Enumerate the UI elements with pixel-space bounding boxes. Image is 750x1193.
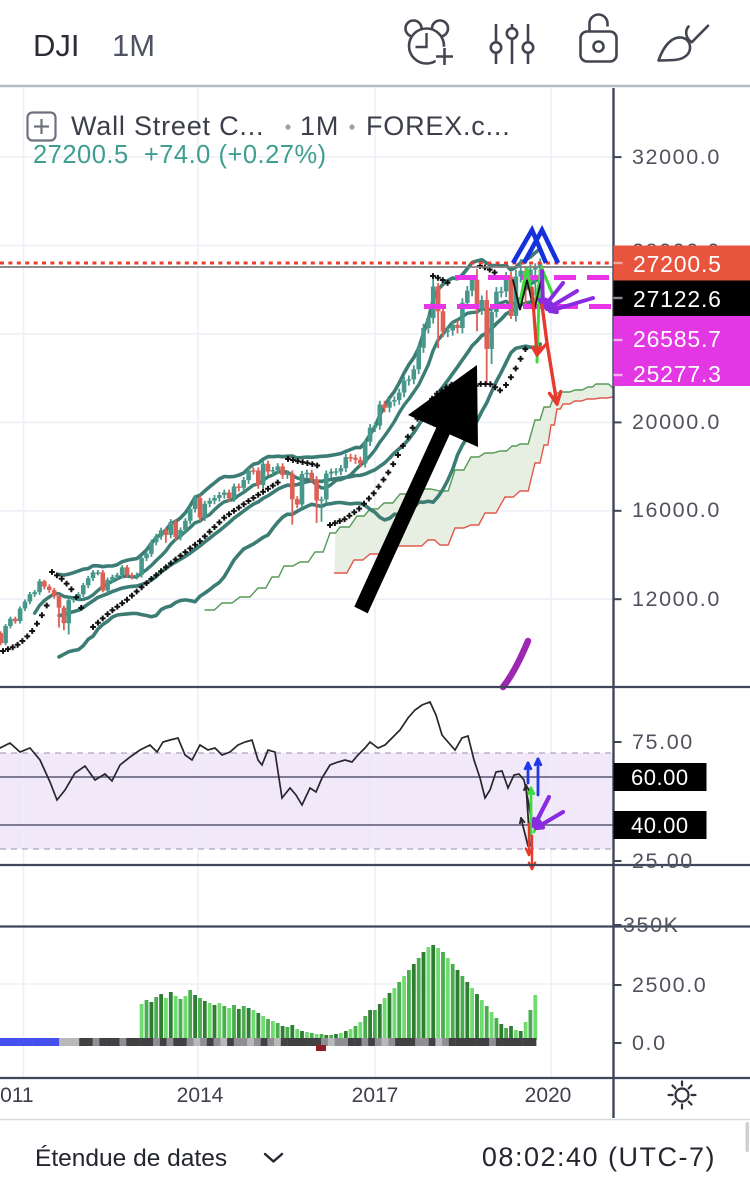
svg-text:40.00: 40.00 (631, 813, 689, 838)
svg-text:12000.0: 12000.0 (632, 587, 721, 611)
svg-text:25277.3: 25277.3 (633, 361, 722, 387)
svg-text:27200.5 +74.0 (+0.27%): 27200.5 +74.0 (+0.27%) (33, 141, 327, 169)
svg-text:26585.7: 26585.7 (633, 326, 722, 352)
svg-text:2020: 2020 (525, 1084, 572, 1107)
svg-text:1M: 1M (112, 28, 155, 63)
svg-text:16000.0: 16000.0 (632, 498, 721, 522)
svg-text:20000.0: 20000.0 (632, 410, 721, 434)
svg-text:350K: 350K (623, 913, 680, 937)
svg-text:25.00: 25.00 (632, 849, 694, 873)
svg-text:1M: 1M (300, 111, 339, 141)
svg-text:2011: 2011 (0, 1084, 34, 1107)
svg-text:2500.0: 2500.0 (632, 973, 707, 997)
svg-text:08:02:40 (UTC-7): 08:02:40 (UTC-7) (482, 1142, 716, 1172)
svg-text:Étendue de dates: Étendue de dates (35, 1145, 227, 1172)
svg-text:27200.5: 27200.5 (633, 251, 722, 277)
svg-text:Wall Street C...: Wall Street C... (71, 111, 264, 141)
svg-text:DJI: DJI (33, 28, 80, 63)
svg-text:2014: 2014 (177, 1084, 224, 1107)
svg-text:32000.0: 32000.0 (632, 145, 721, 169)
svg-text:60.00: 60.00 (631, 765, 689, 790)
svg-text:27122.6: 27122.6 (633, 286, 722, 312)
svg-text:2017: 2017 (352, 1084, 399, 1107)
svg-text:FOREX.c...: FOREX.c... (366, 111, 511, 141)
svg-text:75.00: 75.00 (632, 730, 694, 754)
svg-text:0.0: 0.0 (632, 1031, 667, 1055)
